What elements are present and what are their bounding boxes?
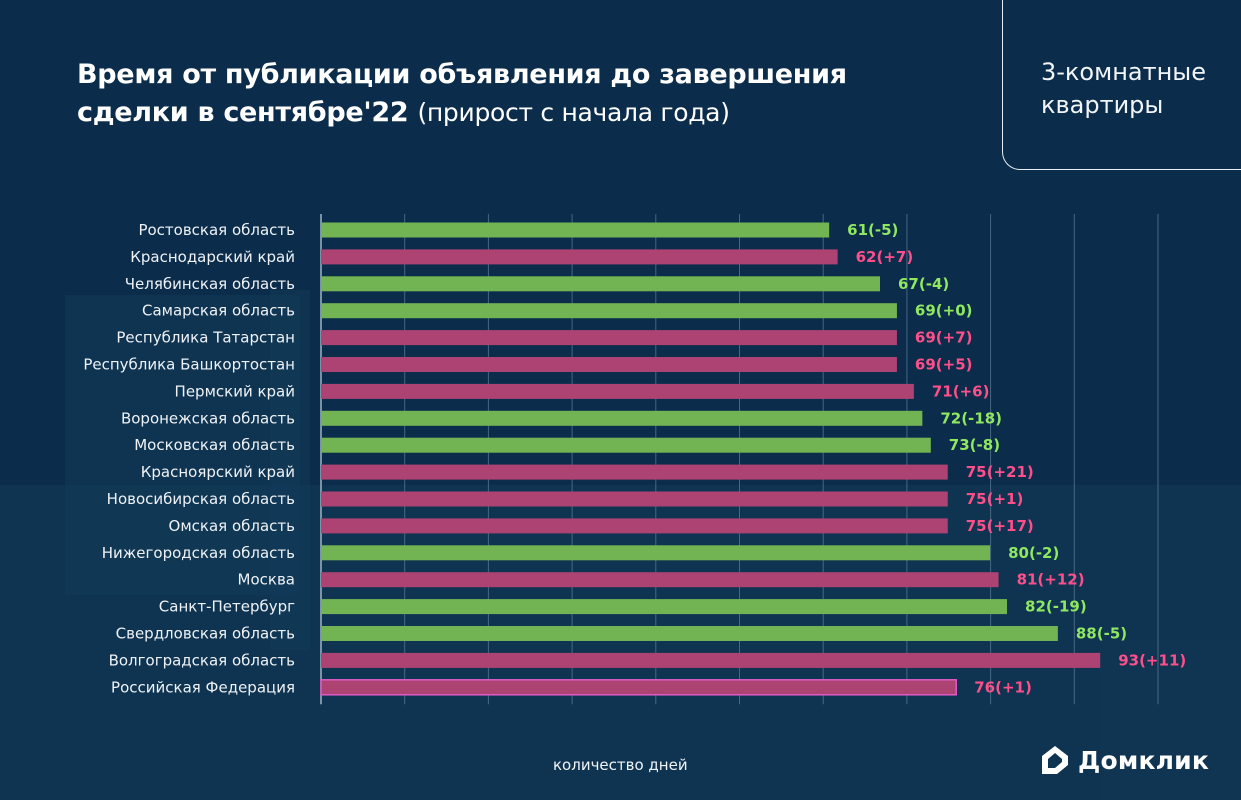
title-subtitle: (прирост с начала года) bbox=[417, 98, 730, 127]
category-label: Красноярский край bbox=[141, 463, 295, 481]
bar bbox=[321, 276, 880, 292]
data-label: 88(-5) bbox=[1076, 625, 1127, 643]
badge-line-1: 3-комнатные bbox=[1041, 58, 1206, 86]
data-label: 73(-8) bbox=[949, 436, 1000, 454]
data-label: 71(+6) bbox=[932, 382, 990, 400]
data-label: 75(+21) bbox=[966, 463, 1034, 481]
category-labels: Ростовская область Краснодарский край Челя… bbox=[83, 221, 295, 696]
house-logo-icon bbox=[1042, 746, 1068, 774]
data-label: 75(+1) bbox=[966, 490, 1024, 508]
title-line-2-main: сделки в сентябре'22 bbox=[77, 97, 409, 128]
category-label: Нижегородская область bbox=[102, 544, 295, 562]
category-label: Воронежская область bbox=[121, 409, 295, 427]
x-axis-label: количество дней bbox=[553, 756, 688, 774]
category-label: Московская область bbox=[134, 436, 295, 454]
bar bbox=[321, 464, 948, 480]
category-label: Краснодарский край bbox=[130, 248, 295, 266]
domclick-logo: Домклик bbox=[1038, 743, 1209, 777]
category-label: Самарская область bbox=[142, 302, 295, 320]
data-label: 81(+12) bbox=[1017, 571, 1085, 589]
bar bbox=[321, 652, 1101, 668]
bar bbox=[321, 491, 948, 507]
category-label: Свердловская область bbox=[116, 625, 295, 643]
category-label: Новосибирская область bbox=[107, 490, 295, 508]
bar bbox=[321, 437, 931, 453]
bar bbox=[321, 626, 1058, 641]
badge-text: 3-комнатные квартиры bbox=[1041, 56, 1206, 122]
value-labels: 61(-5) 62(+7) 67(-4) 69(+0) 69(+7) 69(+5) 71(+… bbox=[847, 221, 1186, 696]
background-decoration bbox=[270, 290, 310, 650]
bar bbox=[321, 518, 948, 534]
apartment-type-badge: 3-комнатные квартиры bbox=[1002, 0, 1241, 170]
category-label: Российская Федерация bbox=[111, 678, 295, 696]
chart-title: Время от публикации объявления до заверш… bbox=[77, 56, 997, 132]
bar bbox=[321, 545, 991, 561]
category-label: Москва bbox=[238, 571, 295, 589]
title-line-1: Время от публикации объявления до заверш… bbox=[77, 59, 847, 90]
background-decoration bbox=[1100, 640, 1241, 800]
data-label: 69(+7) bbox=[915, 329, 973, 347]
bar bbox=[321, 249, 838, 265]
bar bbox=[321, 383, 914, 399]
bars bbox=[320, 222, 1101, 696]
logo-text: Домклик bbox=[1078, 745, 1210, 775]
category-label: Республика Башкортостан bbox=[83, 356, 295, 374]
gridlines bbox=[320, 214, 1159, 705]
bar bbox=[320, 679, 957, 696]
badge-line-2: квартиры bbox=[1041, 91, 1164, 119]
title-line-2: сделки в сентябре'22 (прирост с начала г… bbox=[77, 94, 997, 132]
data-label: 75(+17) bbox=[966, 517, 1034, 535]
data-label: 80(-2) bbox=[1008, 544, 1059, 562]
category-label: Омская область bbox=[169, 517, 295, 535]
category-label: Волгоградская область bbox=[109, 651, 295, 669]
category-label: Санкт-Петербург bbox=[159, 598, 295, 616]
bar bbox=[321, 330, 897, 346]
bar bbox=[321, 357, 897, 372]
data-label: 82(-19) bbox=[1025, 598, 1087, 616]
data-label: 76(+1) bbox=[974, 678, 1032, 696]
bar bbox=[321, 222, 830, 238]
data-label: 69(+0) bbox=[915, 302, 973, 320]
data-label: 61(-5) bbox=[847, 221, 898, 239]
bar bbox=[321, 303, 897, 319]
bar bbox=[321, 572, 999, 588]
data-label: 62(+7) bbox=[856, 248, 914, 266]
category-label: Ростовская область bbox=[138, 221, 295, 239]
bar bbox=[321, 599, 1008, 615]
data-label: 69(+5) bbox=[915, 356, 973, 374]
category-label: Пермский край bbox=[175, 382, 295, 400]
category-label: Челябинская область bbox=[125, 275, 295, 293]
data-label: 67(-4) bbox=[898, 275, 949, 293]
background-decoration bbox=[65, 295, 300, 595]
data-label: 93(+11) bbox=[1118, 651, 1186, 669]
data-label: 72(-18) bbox=[940, 409, 1002, 427]
category-label: Республика Татарстан bbox=[116, 329, 295, 347]
bar bbox=[321, 410, 923, 426]
